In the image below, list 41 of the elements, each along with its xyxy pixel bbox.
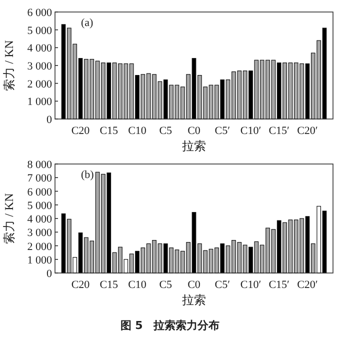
- x-tick-label: C20′: [297, 125, 318, 137]
- y-tick-label: 1 000: [27, 96, 52, 108]
- y-axis-title: 索力 / KN: [2, 40, 16, 91]
- x-tick-label: C15′: [268, 125, 290, 137]
- y-tick-label: 2 000: [27, 240, 52, 253]
- y-tick-label: 0: [46, 268, 52, 280]
- x-tick-label: C5: [159, 279, 173, 291]
- x-tick-label: C15: [100, 125, 119, 137]
- x-tick-label: C20: [71, 125, 90, 137]
- y-tick-label: 8 000: [27, 159, 52, 171]
- x-axis-title: 拉索: [182, 139, 206, 153]
- x-tick-label: C20′: [297, 279, 318, 291]
- y-tick-label: 6 000: [27, 186, 52, 198]
- y-tick-label: 5 000: [27, 24, 52, 37]
- y-tick-label: 3 000: [27, 60, 52, 72]
- x-tick-label: C0: [188, 125, 201, 137]
- x-tick-label: C5′: [214, 279, 230, 291]
- y-axis-title: 索力 / KN: [2, 192, 16, 244]
- x-tick-label: C15: [100, 279, 119, 291]
- x-axis-title: 拉索: [182, 293, 206, 307]
- x-tick-label: C20: [71, 279, 90, 291]
- y-tick-label: 4 000: [27, 214, 52, 226]
- y-tick-label: 2 000: [27, 78, 52, 90]
- y-tick-label: 0: [46, 114, 52, 126]
- x-tick-label: C0: [188, 279, 201, 291]
- x-tick-label: C15′: [268, 279, 290, 291]
- chart-title: (a): [81, 17, 94, 29]
- x-tick-label: C10: [128, 279, 147, 291]
- y-tick-label: 6 000: [27, 7, 52, 19]
- x-tick-label: C5: [159, 125, 173, 137]
- y-tick-label: 7 000: [27, 172, 52, 185]
- y-tick-label: 4 000: [27, 42, 52, 55]
- caption: 图 5 拉索索力分布: [120, 319, 220, 332]
- x-tick-label: C10′: [240, 279, 262, 291]
- y-tick-label: 3 000: [27, 227, 52, 240]
- chart-title: (b): [81, 169, 94, 181]
- x-tick-label: C10′: [240, 125, 262, 137]
- y-tick-label: 1 000: [27, 254, 52, 266]
- x-tick-label: C5′: [214, 125, 230, 137]
- y-tick-label: 5 000: [27, 200, 52, 212]
- x-tick-label: C10: [128, 125, 147, 137]
